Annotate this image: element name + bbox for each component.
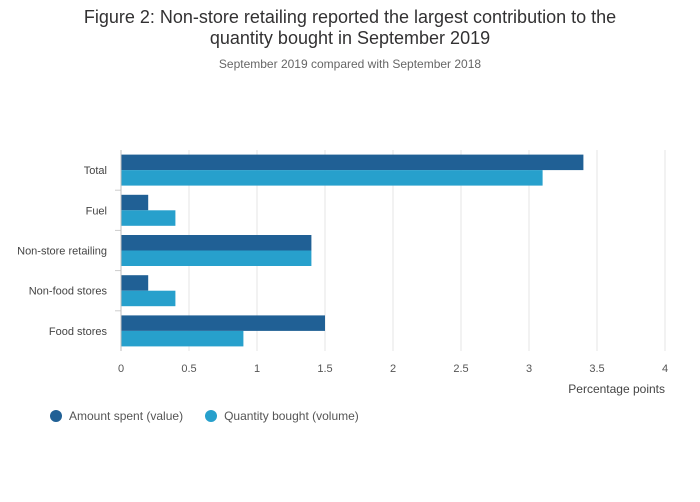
x-tick-label: 3 [526,363,532,375]
legend-label-value: Amount spent (value) [69,409,184,423]
category-label: Non-store retailing [17,246,107,258]
legend-swatch-value [50,410,62,422]
x-tick-label: 0 [118,363,124,375]
category-label: Non-food stores [29,286,108,298]
legend: Amount spent (value) Quantity bought (vo… [50,409,359,423]
x-tick-label: 0.5 [181,363,196,375]
x-axis-title: Percentage points [568,382,665,396]
bar-volume [121,250,312,266]
category-label: Food stores [49,326,108,338]
bar-value [121,315,325,331]
category-label: Fuel [86,205,107,217]
chart-title-line-1: Figure 2: Non-store retailing reported t… [83,7,617,27]
bar-value [121,235,312,251]
x-tick-label: 2 [390,363,396,375]
bar-value [121,154,584,171]
x-tick-label: 2.5 [453,363,468,375]
legend-item-volume[interactable]: Quantity bought (volume) [205,409,359,423]
bar-value [121,275,149,291]
x-tick-label: 4 [662,363,668,375]
bar-volume [121,330,244,347]
chart-subtitle: September 2019 compared with September 2… [218,57,482,71]
chart-title: Figure 2: Non-store retailing reported t… [0,7,700,49]
x-tick-label: 3.5 [589,363,604,375]
x-tick-label: 1 [254,363,260,375]
legend-swatch-volume [205,410,218,422]
bar-value [121,194,149,211]
category-label: Total [84,165,107,177]
bar-volume [121,170,543,186]
legend-label-volume: Quantity bought (volume) [224,409,359,423]
chart-title-line-2: quantity bought in September 2019 [209,28,491,48]
legend-item-value[interactable]: Amount spent (value) [50,409,183,423]
x-tick-label: 1.5 [317,363,332,375]
bar-volume [121,210,176,226]
bar-volume [121,290,176,307]
